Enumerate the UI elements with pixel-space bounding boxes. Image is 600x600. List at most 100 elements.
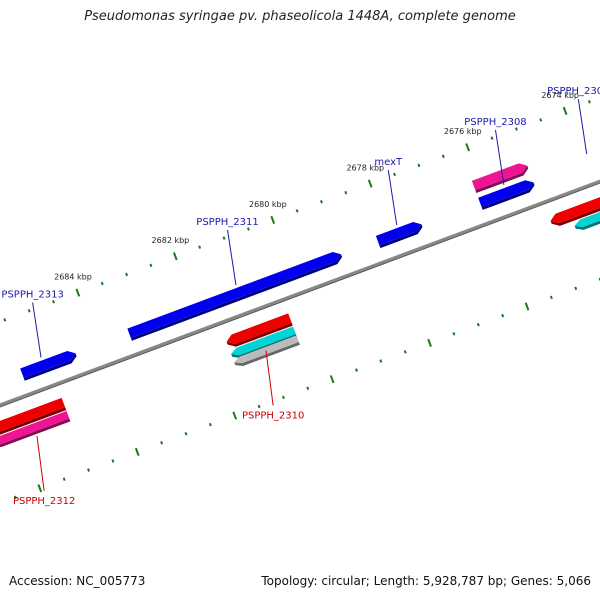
scale-tick-upper <box>222 236 226 240</box>
gene-arrow <box>231 326 296 356</box>
gene-label: PSPPH_2307 <box>547 86 600 97</box>
scale-tick-upper <box>3 318 7 322</box>
scale-tick-upper <box>27 309 31 313</box>
scale-tick-label: 2680 kbp <box>249 200 287 209</box>
scale-tick-upper <box>198 245 202 249</box>
scale-tick-lower <box>476 322 480 327</box>
gene-label: PSPPH_2313 <box>1 290 63 301</box>
gene-label-leader <box>227 229 237 285</box>
genome-stats-text: Topology: circular; Length: 5,928,787 bp… <box>261 574 591 588</box>
scale-tick-upper <box>100 281 104 286</box>
scale-tick-lower <box>452 332 456 336</box>
scale-tick-lower <box>257 404 261 409</box>
gene-arrow-shadow <box>379 224 423 249</box>
gene-label-leader <box>265 350 274 406</box>
scale-tick-upper <box>514 127 518 131</box>
scale-tick-lower <box>232 411 238 420</box>
gene-arrow <box>0 411 70 445</box>
scale-tick-label: 2676 kbp <box>444 127 482 136</box>
scale-tick-upper <box>320 199 323 204</box>
gene-arrow <box>550 197 600 224</box>
gene-label: PSPPH_2308 <box>464 117 526 128</box>
gene-arrow-shadow <box>130 254 343 341</box>
gene-label-leader <box>494 129 505 186</box>
gene-arrow <box>375 221 422 246</box>
gene-label-leader <box>32 302 42 358</box>
scale-tick-upper <box>417 163 421 168</box>
gene-label-leader <box>36 435 45 491</box>
gene-label-leader <box>387 169 398 225</box>
gene-arrow <box>20 351 76 378</box>
scale-tick-lower <box>501 313 505 318</box>
gene-label-leader <box>577 98 588 155</box>
scale-tick-upper <box>149 263 153 268</box>
scale-tick-lower <box>524 302 530 311</box>
scale-tick-lower <box>574 286 578 291</box>
scale-tick-lower <box>208 422 212 427</box>
gene-arrow <box>478 180 534 208</box>
gene-label: PSPPH_2310 <box>242 411 304 422</box>
scale-tick-lower <box>379 359 383 363</box>
scale-tick-lower <box>37 484 43 493</box>
scale-tick-label: 2682 kbp <box>152 236 190 245</box>
scale-tick-upper <box>465 143 470 152</box>
gene-arrow <box>127 251 342 338</box>
scale-tick-lower <box>355 368 358 372</box>
scale-tick-upper <box>52 299 55 304</box>
scale-tick-lower <box>62 477 66 481</box>
gene-arrow-shadow <box>550 207 600 226</box>
gene-arrow-shadow <box>234 341 300 366</box>
scale-tick-upper <box>344 190 348 195</box>
scale-tick-upper <box>172 252 178 261</box>
scale-tick-lower <box>329 375 335 384</box>
scale-tick-label: 2674 kbp <box>541 91 579 100</box>
scale-tick-lower <box>427 338 432 347</box>
scale-tick-upper <box>125 272 129 277</box>
scale-tick-upper <box>393 172 397 177</box>
backbone-line <box>0 179 600 407</box>
gene-arrow <box>471 163 528 191</box>
scale-tick-lower <box>403 350 407 354</box>
scale-tick-lower <box>134 447 140 456</box>
gene-arrow <box>234 335 299 364</box>
gene-arrow-shadow <box>0 418 71 448</box>
gene-label: mexT <box>374 157 403 168</box>
scale-tick-lower <box>87 468 91 472</box>
scale-tick-upper <box>490 136 494 140</box>
scale-tick-upper <box>441 154 445 159</box>
gene-arrow-shadow <box>481 182 535 210</box>
scale-tick-lower <box>306 386 310 391</box>
gene-label: PSPPH_2312 <box>13 496 75 507</box>
scale-tick-upper <box>270 215 276 225</box>
gene-arrow-shadow <box>231 334 297 359</box>
scale-tick-lower <box>549 295 553 300</box>
scale-tick-lower <box>160 441 164 445</box>
gene-features <box>0 163 600 448</box>
scale-tick-upper <box>367 179 373 188</box>
gene-arrow-shadow <box>475 165 529 194</box>
gene-label: PSPPH_2311 <box>196 217 258 228</box>
gene-arrow-shadow <box>574 220 600 230</box>
scale-tick-label: 2684 kbp <box>54 272 92 281</box>
gene-arrow-shadow <box>0 407 67 435</box>
gene-arrow-shadow <box>226 322 293 347</box>
scale-tick-upper <box>539 118 543 122</box>
scale-tick-upper <box>295 209 299 213</box>
gene-arrow-shadow <box>23 353 77 381</box>
scale-tick-label: 2678 kbp <box>346 163 384 172</box>
scale-tick-lower <box>111 459 115 463</box>
gene-arrow <box>226 313 292 344</box>
scale-tick-upper <box>75 288 81 297</box>
gene-arrow <box>0 397 66 432</box>
genome-backbone <box>0 179 600 408</box>
gene-labels: PSPPH_2307 PSPPH_2308 mexT PSPPH_2311 PSPPH_… <box>1 86 600 507</box>
scale-tick-lower <box>184 431 188 436</box>
scale-tick-upper <box>587 100 591 104</box>
scale-tick-upper <box>562 106 568 115</box>
scale-tick-lower <box>281 395 285 400</box>
scale-tick-lower <box>14 495 17 500</box>
genome-title: Pseudomonas syringae pv. phaseolicola 14… <box>84 9 516 24</box>
